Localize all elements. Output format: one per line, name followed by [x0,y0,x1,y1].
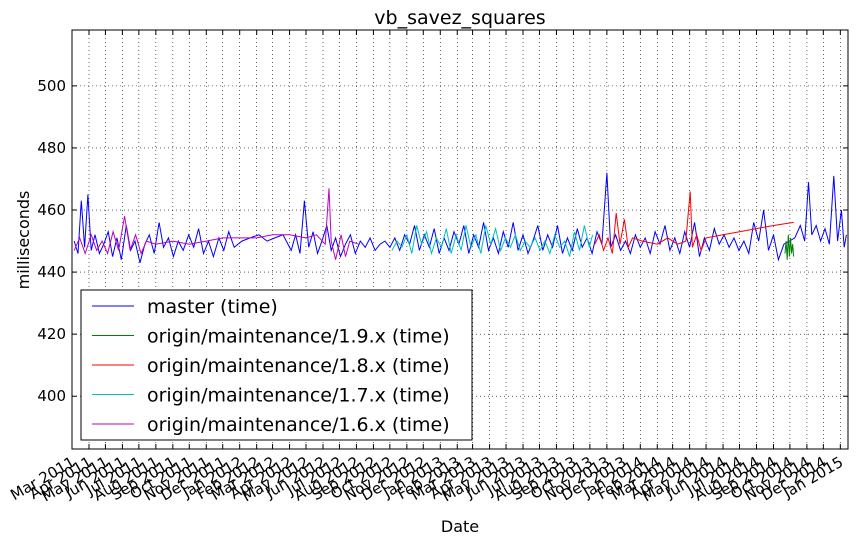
series-line-2 [594,191,794,254]
legend-entry: origin/maintenance/1.7.x (time) [147,385,450,407]
y-tick-label: 420 [37,325,66,343]
series-line-4 [73,188,359,260]
legend-entry: master (time) [147,296,278,318]
y-tick-label: 460 [37,201,66,219]
x-axis-label: Date [441,517,479,536]
series-line-3 [391,225,594,257]
legend-entry: origin/maintenance/1.9.x (time) [147,326,450,348]
y-tick-label: 440 [37,263,66,281]
legend-box [80,289,473,441]
series-line-0 [73,172,847,263]
chart-title: vb_savez_squares [374,7,545,29]
series-lines [73,172,847,263]
y-tick-label: 480 [37,139,66,157]
plot-frame [71,29,849,450]
legend-entry: origin/maintenance/1.8.x (time) [147,355,450,377]
y-tick-label: 500 [37,77,66,95]
series-line-1 [784,234,795,260]
y-axis-label: milliseconds [14,191,33,290]
legend-entry: origin/maintenance/1.6.x (time) [147,414,450,436]
y-tick-label: 400 [37,387,66,405]
legend: master (time) origin/maintenance/1.9.x (t… [80,289,473,441]
